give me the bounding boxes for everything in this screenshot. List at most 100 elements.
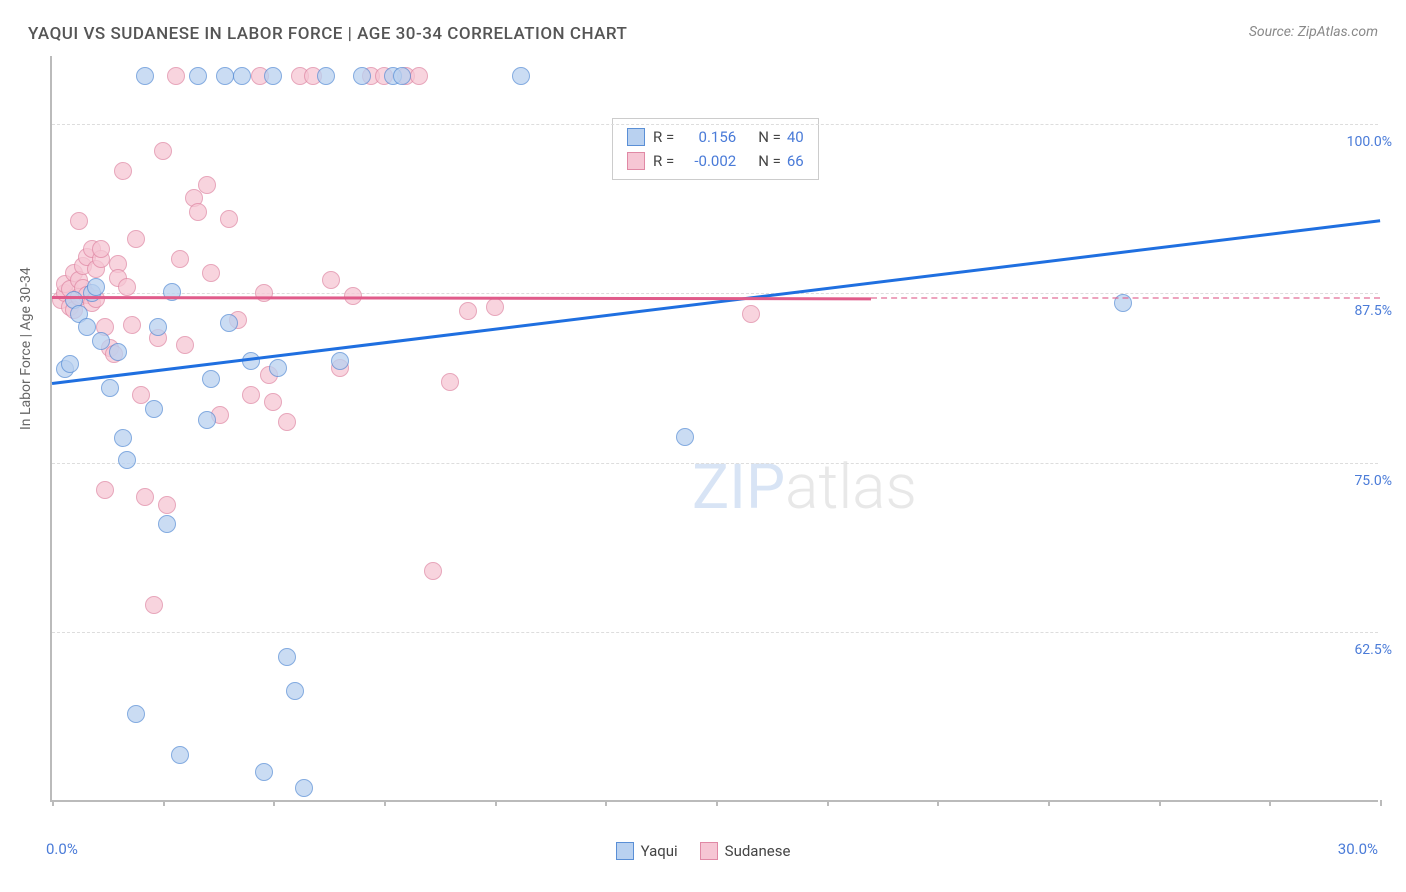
point-yaqui — [87, 278, 105, 296]
x-tick — [52, 800, 54, 806]
legend-item-yaqui: Yaqui — [616, 842, 678, 860]
point-yaqui — [109, 343, 127, 361]
point-yaqui — [149, 318, 167, 336]
point-sudanese — [202, 264, 220, 282]
point-sudanese — [114, 162, 132, 180]
point-yaqui — [269, 359, 287, 377]
point-sudanese — [96, 481, 114, 499]
x-tick — [716, 800, 718, 806]
point-sudanese — [171, 250, 189, 268]
point-yaqui — [136, 67, 154, 85]
point-yaqui — [198, 411, 216, 429]
plot-area: ZIPatlas R = 0.156 N = 40 R = -0.002 N =… — [50, 56, 1378, 802]
x-tick — [827, 800, 829, 806]
point-yaqui — [286, 682, 304, 700]
point-sudanese — [70, 212, 88, 230]
point-sudanese — [255, 284, 273, 302]
y-tick-label: 75.0% — [1354, 473, 1392, 489]
swatch-sudanese — [627, 152, 645, 170]
point-sudanese — [176, 336, 194, 354]
point-yaqui — [331, 352, 349, 370]
point-sudanese — [123, 316, 141, 334]
point-yaqui — [189, 67, 207, 85]
point-yaqui — [255, 763, 273, 781]
point-sudanese — [136, 488, 154, 506]
x-tick — [1269, 800, 1271, 806]
gridline — [52, 293, 1378, 294]
point-sudanese — [92, 240, 110, 258]
y-tick-label: 100.0% — [1347, 134, 1392, 150]
legend-label-yaqui: Yaqui — [641, 842, 678, 860]
point-sudanese — [441, 373, 459, 391]
point-yaqui — [145, 400, 163, 418]
point-yaqui — [158, 515, 176, 533]
point-sudanese — [145, 596, 163, 614]
y-axis-title: In Labor Force | Age 30-34 — [18, 267, 34, 430]
swatch-yaqui — [627, 128, 645, 146]
point-yaqui — [353, 67, 371, 85]
point-yaqui — [114, 429, 132, 447]
point-sudanese — [742, 305, 760, 323]
point-yaqui — [61, 355, 79, 373]
point-yaqui — [220, 314, 238, 332]
x-tick — [1048, 800, 1050, 806]
point-yaqui — [317, 67, 335, 85]
point-sudanese — [264, 393, 282, 411]
source-label: Source: ZipAtlas.com — [1249, 24, 1378, 40]
series-legend: Yaqui Sudanese — [0, 842, 1406, 860]
point-yaqui — [118, 451, 136, 469]
point-yaqui — [101, 379, 119, 397]
point-yaqui — [295, 779, 313, 797]
point-yaqui — [278, 648, 296, 666]
point-yaqui — [512, 67, 530, 85]
y-tick-label: 87.5% — [1354, 303, 1392, 319]
trendline-yaqui — [52, 219, 1380, 384]
x-tick — [384, 800, 386, 806]
stats-row-yaqui: R = 0.156 N = 40 — [627, 125, 804, 149]
point-sudanese — [158, 496, 176, 514]
point-yaqui — [242, 352, 260, 370]
point-sudanese — [198, 176, 216, 194]
swatch-yaqui-icon — [616, 842, 634, 860]
point-sudanese — [242, 386, 260, 404]
gridline — [52, 463, 1378, 464]
point-sudanese — [486, 298, 504, 316]
point-yaqui — [264, 67, 282, 85]
point-yaqui — [171, 746, 189, 764]
point-sudanese — [154, 142, 172, 160]
point-sudanese — [322, 271, 340, 289]
point-yaqui — [216, 67, 234, 85]
x-tick — [273, 800, 275, 806]
point-sudanese — [167, 67, 185, 85]
y-tick-label: 62.5% — [1354, 642, 1392, 658]
point-sudanese — [118, 278, 136, 296]
stats-row-sudanese: R = -0.002 N = 66 — [627, 149, 804, 173]
x-tick — [1380, 800, 1382, 806]
x-tick — [163, 800, 165, 806]
point-yaqui — [202, 370, 220, 388]
trendline-sudanese-extrapolation — [871, 297, 1380, 299]
point-sudanese — [220, 210, 238, 228]
gridline — [52, 124, 1378, 125]
stats-legend: R = 0.156 N = 40 R = -0.002 N = 66 — [612, 118, 819, 180]
point-sudanese — [189, 203, 207, 221]
swatch-sudanese-icon — [700, 842, 718, 860]
point-sudanese — [127, 230, 145, 248]
point-yaqui — [127, 705, 145, 723]
x-tick — [495, 800, 497, 806]
point-yaqui — [393, 67, 411, 85]
chart-title: YAQUI VS SUDANESE IN LABOR FORCE | AGE 3… — [28, 24, 627, 44]
x-tick — [1159, 800, 1161, 806]
point-sudanese — [410, 67, 428, 85]
point-sudanese — [278, 413, 296, 431]
legend-item-sudanese: Sudanese — [700, 842, 791, 860]
point-yaqui — [676, 428, 694, 446]
x-tick — [937, 800, 939, 806]
gridline — [52, 632, 1378, 633]
point-sudanese — [459, 302, 477, 320]
point-yaqui — [233, 67, 251, 85]
point-sudanese — [424, 562, 442, 580]
legend-label-sudanese: Sudanese — [725, 842, 791, 860]
x-tick — [605, 800, 607, 806]
point-yaqui — [92, 332, 110, 350]
